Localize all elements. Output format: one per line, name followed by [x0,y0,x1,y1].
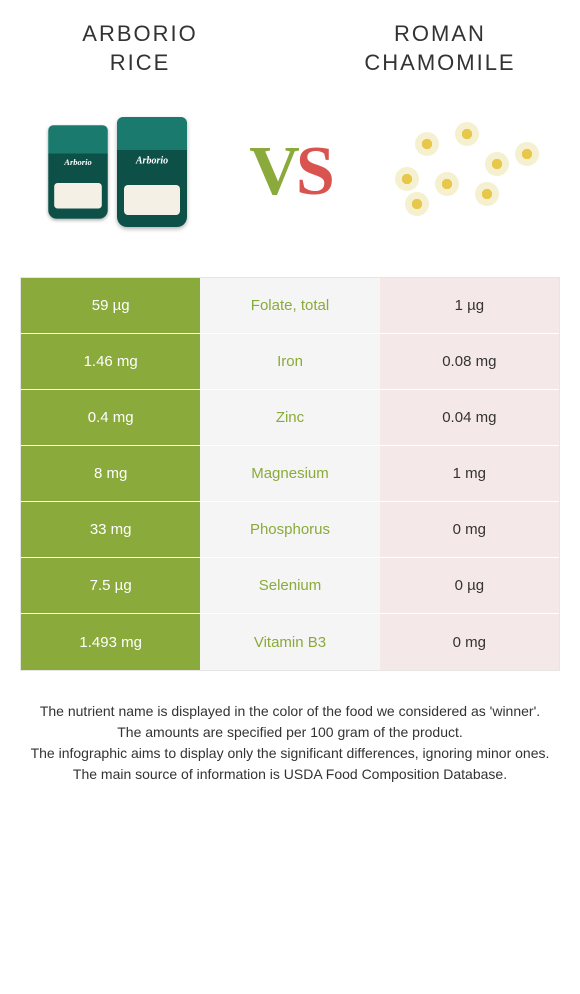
cell-nutrient-label: Folate, total [200,278,379,333]
cell-nutrient-label: Selenium [200,558,379,613]
table-row: 1.46 mgIron0.08 mg [21,334,559,390]
cell-nutrient-label: Vitamin B3 [200,614,379,670]
food-right-line1: ROMAN [340,20,540,49]
cell-nutrient-label: Magnesium [200,446,379,501]
food-image-right [380,97,550,247]
chamomile-icon [385,112,545,232]
cell-left-value: 1.46 mg [21,334,200,389]
food-left-line2: RICE [40,49,240,78]
cell-left-value: 1.493 mg [21,614,200,670]
table-row: 0.4 mgZinc0.04 mg [21,390,559,446]
cell-nutrient-label: Iron [200,334,379,389]
cell-right-value: 1 µg [380,278,559,333]
table-row: 33 mgPhosphorus0 mg [21,502,559,558]
cell-left-value: 7.5 µg [21,558,200,613]
table-row: 8 mgMagnesium1 mg [21,446,559,502]
header: ARBORIO RICE ROMAN CHAMOMILE [0,0,580,77]
cell-right-value: 0 mg [380,502,559,557]
rice-bags-icon [43,117,187,227]
cell-nutrient-label: Phosphorus [200,502,379,557]
cell-nutrient-label: Zinc [200,390,379,445]
table-row: 1.493 mgVitamin B30 mg [21,614,559,670]
cell-right-value: 0.04 mg [380,390,559,445]
food-right-line2: CHAMOMILE [340,49,540,78]
images-row: VS [0,77,580,277]
cell-right-value: 0 µg [380,558,559,613]
footer-line-1: The nutrient name is displayed in the co… [20,701,560,722]
table-row: 7.5 µgSelenium0 µg [21,558,559,614]
vs-v: V [249,133,296,210]
food-title-right: ROMAN CHAMOMILE [340,20,540,77]
cell-left-value: 59 µg [21,278,200,333]
food-title-left: ARBORIO RICE [40,20,240,77]
cell-left-value: 33 mg [21,502,200,557]
vs-s: S [296,133,331,210]
footer-line-4: The main source of information is USDA F… [20,764,560,785]
cell-left-value: 0.4 mg [21,390,200,445]
vs-label: VS [249,132,331,212]
food-image-left [30,97,200,247]
table-row: 59 µgFolate, total1 µg [21,278,559,334]
footer-line-2: The amounts are specified per 100 gram o… [20,722,560,743]
cell-right-value: 0.08 mg [380,334,559,389]
cell-left-value: 8 mg [21,446,200,501]
comparison-table: 59 µgFolate, total1 µg1.46 mgIron0.08 mg… [20,277,560,671]
food-left-line1: ARBORIO [40,20,240,49]
cell-right-value: 0 mg [380,614,559,670]
footer-notes: The nutrient name is displayed in the co… [0,671,580,785]
footer-line-3: The infographic aims to display only the… [20,743,560,764]
cell-right-value: 1 mg [380,446,559,501]
